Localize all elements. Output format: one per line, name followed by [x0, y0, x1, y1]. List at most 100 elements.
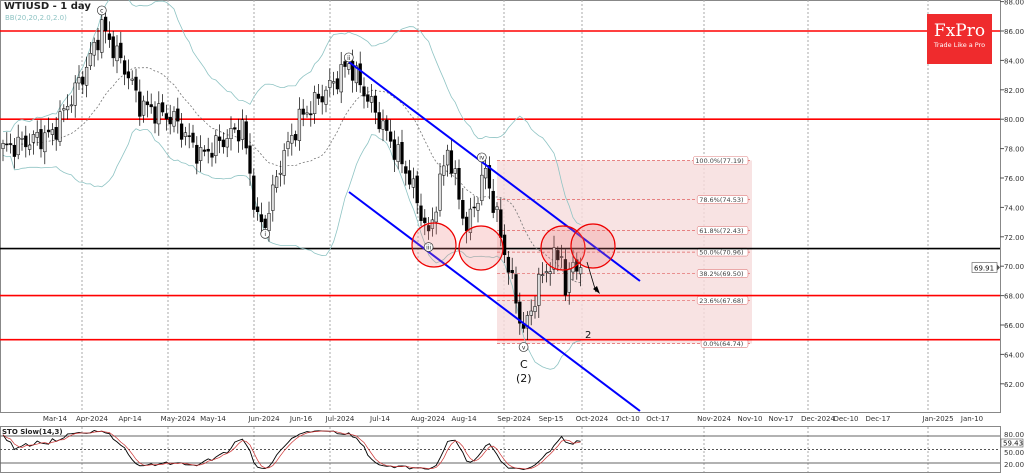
candle-body — [502, 234, 507, 256]
candle-body — [362, 86, 366, 97]
candle-body — [567, 268, 571, 293]
candle-body — [221, 139, 226, 148]
bollinger-lower-band — [2, 128, 581, 370]
candle-body — [62, 108, 66, 111]
candle-body — [350, 60, 355, 81]
candle-body — [100, 19, 104, 53]
candle-body — [320, 96, 324, 103]
candle-body — [563, 259, 568, 296]
candle-body — [31, 134, 36, 143]
fib-level-label: 61.8%(72.43) — [699, 227, 743, 235]
wave-2-paren-label: (2) — [516, 372, 532, 385]
candle-body — [274, 176, 279, 188]
candle-body — [385, 119, 389, 131]
x-tick-label: Jul-2024 — [325, 415, 355, 423]
highlight-circle — [540, 225, 586, 271]
wave-label-circle — [423, 242, 434, 252]
candle-body — [544, 271, 549, 274]
highlight-circle — [411, 222, 457, 268]
bollinger-upper-band — [2, 0, 581, 226]
candle-body — [248, 145, 252, 174]
fib-level-label: 23.6%(67.68) — [699, 297, 743, 305]
candle-body — [331, 81, 336, 84]
candle-body — [392, 139, 397, 160]
candle-body — [556, 250, 560, 261]
candle-body — [354, 65, 359, 84]
bollinger-middle-band — [2, 67, 581, 284]
candle-body — [164, 113, 169, 120]
candle-body — [236, 130, 241, 142]
candle-body — [396, 144, 400, 162]
x-tick-label: Dec-17 — [866, 415, 891, 423]
candle-body — [404, 166, 408, 174]
candle-body — [214, 135, 218, 156]
candle-body — [453, 168, 457, 174]
candle-body — [271, 184, 275, 211]
fxpro-logo: FxPro Trade Like a Pro — [927, 14, 992, 64]
candle-body — [259, 214, 264, 223]
candle-body — [506, 256, 511, 273]
candle-body — [293, 134, 298, 141]
candle-body — [407, 170, 412, 185]
x-tick-label: Oct-2024 — [576, 415, 609, 423]
stochastic-d-line — [2, 430, 581, 470]
candle-body — [377, 112, 381, 130]
candle-body — [483, 168, 488, 179]
x-tick-label: May-2024 — [161, 415, 196, 423]
candle-body — [578, 267, 583, 275]
x-tick-label: Apr-14 — [118, 415, 142, 423]
wave-label: ii — [347, 55, 351, 62]
candle-body — [472, 206, 476, 209]
candle-body — [335, 78, 340, 90]
candle-body — [438, 173, 442, 211]
channel-upper-line — [348, 61, 641, 282]
y-tick-label: 70.00 — [1004, 263, 1024, 271]
candle-body — [510, 270, 514, 274]
candle-body — [5, 143, 9, 146]
y-tick-label: 62.00 — [1004, 381, 1024, 389]
candle-body — [81, 76, 85, 85]
fib-label-box — [696, 195, 749, 204]
candle-body — [480, 174, 484, 201]
candle-body — [491, 190, 495, 213]
x-tick-label: Jun-2024 — [247, 415, 280, 423]
candle-body — [191, 132, 195, 143]
candle-body — [442, 165, 446, 176]
oscillator-current-label: 59.43 — [1003, 440, 1023, 448]
fib-level-label: 100.0%(77.19) — [695, 157, 743, 165]
candle-body — [529, 310, 533, 316]
candle-body — [267, 213, 271, 231]
logo-brand: FxPro — [933, 21, 986, 41]
candle-body — [77, 77, 81, 84]
candle-body — [229, 128, 233, 139]
candle-body — [217, 136, 222, 141]
candle-body — [252, 175, 256, 210]
candle-body — [358, 63, 362, 86]
candle-body — [263, 218, 267, 228]
fib-label-box — [692, 156, 749, 165]
y-tick-label: 74.00 — [1004, 204, 1024, 212]
candle-body — [202, 149, 207, 152]
candle-body — [343, 61, 347, 67]
x-tick-label: Mar-14 — [43, 415, 68, 423]
candle-body — [119, 42, 123, 59]
candle-body — [533, 306, 537, 312]
candle-body — [126, 71, 131, 79]
candle-body — [88, 53, 93, 67]
y-tick-label: 76.00 — [1004, 175, 1024, 183]
forecast-arrow — [586, 261, 597, 293]
arrow-head-icon — [593, 286, 600, 294]
candle-body — [369, 96, 374, 103]
fib-level-label: 78.6%(74.53) — [699, 196, 743, 204]
candle-body — [373, 95, 378, 113]
candle-body — [518, 301, 522, 324]
candle-body — [134, 76, 138, 91]
channel-lower-line — [348, 191, 641, 412]
candle-body — [366, 94, 370, 102]
candle-body — [138, 91, 142, 117]
candle-body — [548, 271, 552, 274]
candle-body — [290, 135, 294, 144]
fib-label-box — [696, 269, 749, 278]
candle-body — [537, 274, 541, 306]
